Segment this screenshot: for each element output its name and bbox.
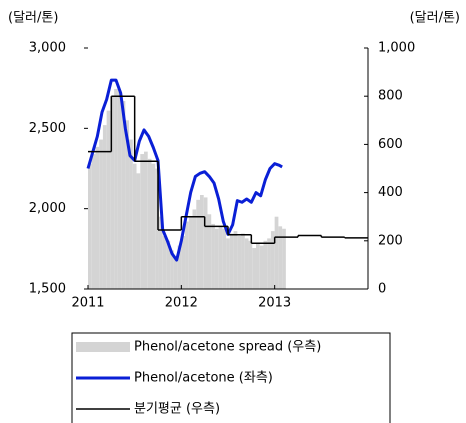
spread-bar	[102, 125, 107, 290]
spread-bar	[267, 238, 271, 289]
spread-bar	[188, 216, 193, 289]
x-tick-label: 2012	[165, 296, 198, 311]
spread-bar	[241, 233, 245, 289]
legend-label: Phenol/acetone (좌측)	[134, 371, 273, 386]
y-tick-label: 2,500	[29, 121, 66, 136]
spread-bar	[151, 163, 156, 289]
y2-axis-label: (달러/톤)	[410, 11, 460, 26]
spread-bar	[237, 235, 242, 289]
spread-bar	[278, 226, 283, 289]
y-tick-label: 1,500	[29, 282, 66, 297]
spread-bar	[91, 154, 96, 289]
spread-bar	[256, 243, 260, 289]
spread-bar	[106, 110, 111, 289]
spread-bar	[117, 91, 122, 289]
spread-bar	[144, 151, 148, 289]
y-tick-label: 2,000	[29, 201, 66, 216]
y-axis-label: (달러/톤)	[8, 11, 58, 26]
y2-tick-label: 0	[378, 282, 386, 297]
spread-bar	[259, 245, 264, 289]
spread-bar	[147, 158, 152, 289]
y2-tick-label: 1,000	[378, 41, 415, 56]
spread-bar	[263, 240, 268, 289]
spread-bar	[162, 235, 167, 289]
spread-bar	[110, 96, 115, 289]
spread-bar	[136, 173, 141, 289]
spread-bar	[114, 88, 118, 289]
spread-bar	[274, 216, 279, 289]
spread-bar	[170, 250, 174, 289]
spread-bar	[226, 238, 230, 289]
spread-bar	[207, 214, 212, 289]
legend-box	[71, 332, 391, 423]
spread-bar	[218, 226, 223, 289]
spread-bar	[99, 139, 103, 289]
spread-bar	[121, 101, 126, 290]
spread-bar	[185, 221, 189, 289]
y2-tick-label: 600	[378, 137, 403, 152]
spread-bar	[233, 231, 238, 289]
spread-bar	[229, 233, 234, 289]
spread-bar	[214, 228, 219, 289]
spread-bar	[181, 235, 186, 289]
legend-label: Phenol/acetone spread (우측)	[134, 340, 321, 355]
spread-bar	[125, 120, 130, 289]
y2-tick-label: 800	[378, 89, 403, 104]
spread-bar	[158, 216, 163, 289]
spread-bar	[203, 197, 208, 289]
legend-label: 분기평균 (우측)	[134, 402, 220, 417]
spread-bar	[129, 139, 133, 289]
spread-bar	[211, 223, 215, 289]
y2-tick-label: 200	[378, 233, 403, 248]
y-tick-label: 3,000	[29, 41, 66, 56]
spread-bar	[196, 199, 200, 289]
spread-bar	[132, 163, 137, 289]
spread-bar	[222, 228, 227, 289]
spread-bar	[200, 195, 204, 289]
spread-bar	[88, 163, 92, 289]
spread-bar	[270, 231, 275, 289]
spread-bar	[140, 154, 144, 289]
spread-bar	[166, 240, 171, 289]
x-tick-label: 2013	[258, 296, 291, 311]
spread-bar	[282, 228, 286, 289]
x-tick-label: 2011	[71, 296, 104, 311]
spread-bar	[177, 245, 182, 289]
spread-bar	[95, 146, 100, 289]
spread-bar	[173, 257, 178, 289]
spread-bar	[155, 168, 159, 289]
spread-bar	[252, 248, 256, 289]
spread-bar	[248, 240, 253, 289]
spread-bar	[192, 209, 197, 289]
spread-bar	[244, 238, 249, 289]
y2-tick-label: 400	[378, 185, 403, 200]
